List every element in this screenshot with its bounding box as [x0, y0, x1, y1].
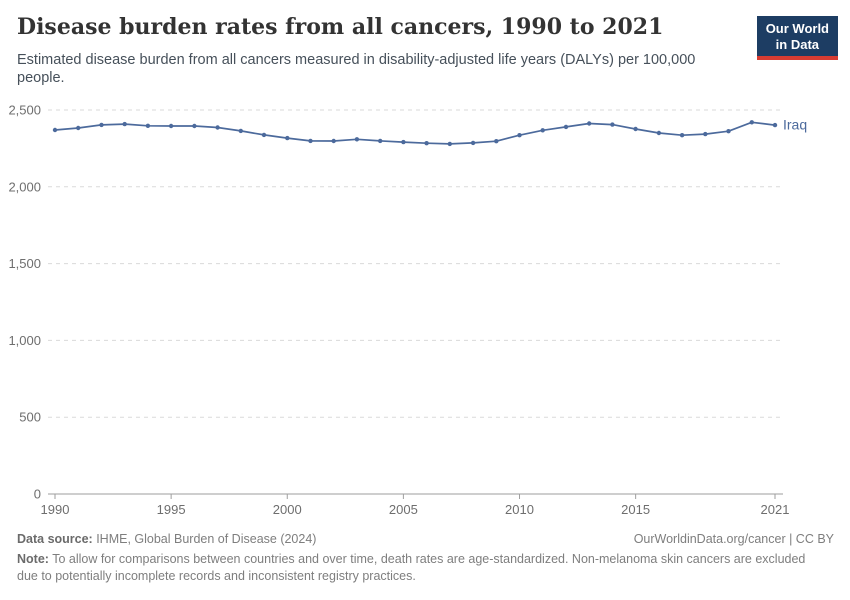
x-tick-label: 2000: [273, 502, 302, 517]
data-point-iraq-1995[interactable]: [168, 123, 174, 129]
owid-logo-line1: Our World: [765, 21, 829, 36]
data-point-iraq-2003[interactable]: [354, 137, 360, 142]
data-point-iraq-1993[interactable]: [122, 121, 127, 127]
data-point-iraq-1991[interactable]: [76, 125, 81, 131]
data-line-iraq[interactable]: [54, 121, 776, 145]
data-source-text: IHME, Global Burden of Disease (2024): [92, 532, 317, 546]
data-source: Data source: IHME, Global Burden of Dise…: [17, 531, 316, 547]
data-point-iraq-2000[interactable]: [285, 135, 290, 141]
data-point-iraq-2018[interactable]: [703, 131, 708, 137]
data-point-iraq-2019[interactable]: [726, 129, 731, 134]
data-source-label: Data source:: [17, 532, 93, 546]
license-link[interactable]: OurWorldinData.org/cancer | CC BY: [633, 532, 834, 546]
data-point-iraq-2013[interactable]: [587, 121, 592, 126]
y-tick-label: 2,500: [8, 103, 41, 118]
y-tick-label: 500: [19, 410, 41, 425]
x-tick-label: 2015: [621, 502, 650, 517]
data-point-iraq-2004[interactable]: [378, 138, 383, 144]
data-point-iraq-2008[interactable]: [470, 140, 476, 146]
data-point-iraq-2006[interactable]: [424, 141, 429, 146]
data-point-iraq-2012[interactable]: [563, 124, 569, 130]
chart-subtitle: Estimated disease burden from all cancer…: [17, 52, 696, 87]
chart-title: Disease burden rates from all cancers, 1…: [17, 14, 664, 40]
note-text: To allow for comparisons between countri…: [17, 552, 806, 583]
y-tick-label: 2,000: [8, 179, 41, 194]
data-point-iraq-1997[interactable]: [215, 125, 220, 130]
x-tick-label: 1995: [157, 502, 186, 517]
y-tick-label: 0: [34, 487, 41, 502]
data-point-iraq-1999[interactable]: [261, 132, 267, 138]
data-point-iraq-2021[interactable]: [772, 122, 778, 128]
data-point-iraq-2002[interactable]: [331, 138, 336, 144]
data-point-iraq-2017[interactable]: [679, 133, 685, 138]
data-point-iraq-1994[interactable]: [145, 123, 151, 128]
owid-logo-line2: in Data: [775, 36, 820, 52]
data-point-iraq-2010[interactable]: [517, 133, 522, 138]
data-point-iraq-2009[interactable]: [494, 139, 499, 144]
chart-footer: Data source: IHME, Global Burden of Dise…: [17, 531, 834, 584]
data-point-iraq-2005[interactable]: [401, 139, 406, 145]
data-point-iraq-2020[interactable]: [749, 120, 754, 125]
data-point-iraq-1990[interactable]: [52, 127, 58, 133]
x-tick-label: 2021: [761, 502, 790, 517]
data-point-iraq-1992[interactable]: [99, 122, 104, 128]
data-point-iraq-2014[interactable]: [610, 122, 615, 127]
y-tick-label: 1,000: [8, 333, 41, 348]
x-tick-label: 2005: [389, 502, 418, 517]
data-point-iraq-2015[interactable]: [633, 126, 638, 132]
data-point-iraq-2001[interactable]: [308, 138, 313, 144]
x-tick-label: 1990: [41, 502, 70, 517]
line-chart-canvas[interactable]: 0 500 1,000 1,500 2,000 2,500 1990 1995 2000 2005…: [0, 92, 850, 532]
data-point-iraq-2007[interactable]: [447, 141, 452, 147]
series-label-iraq[interactable]: Iraq: [783, 117, 807, 133]
y-tick-label: 1,500: [8, 256, 41, 271]
data-point-iraq-1998[interactable]: [238, 128, 243, 134]
note-label: Note:: [17, 552, 49, 567]
data-point-iraq-2011[interactable]: [540, 128, 545, 133]
owid-logo[interactable]: Our World in Data: [756, 16, 838, 61]
data-point-iraq-1996[interactable]: [192, 123, 197, 129]
data-point-iraq-2016[interactable]: [656, 130, 662, 136]
chart-note: Note: To allow for comparisons between c…: [17, 551, 807, 584]
x-tick-label: 2010: [505, 502, 534, 517]
